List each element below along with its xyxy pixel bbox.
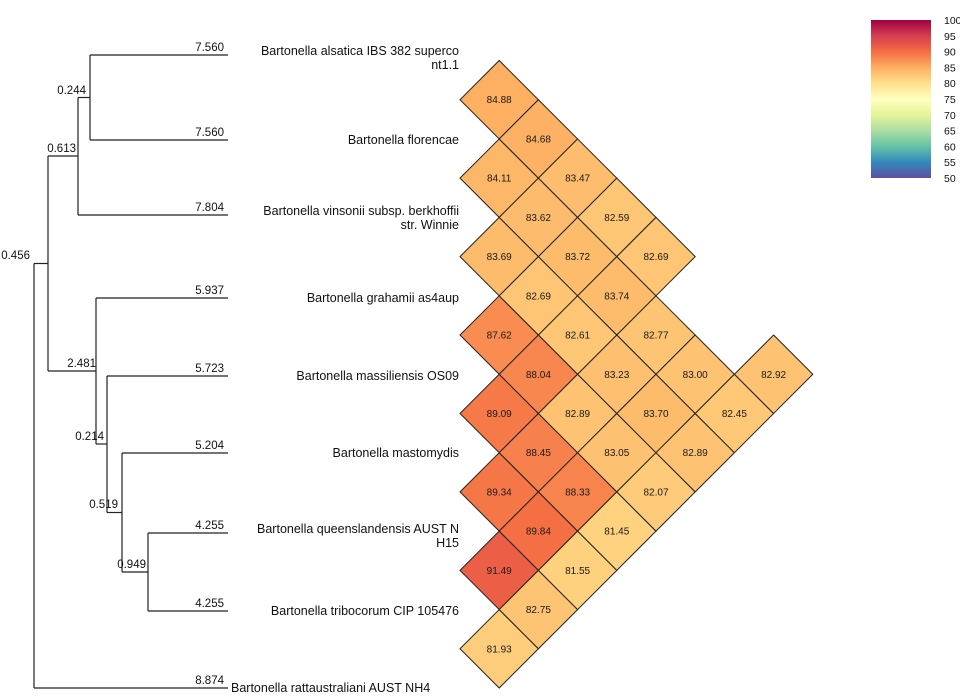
- branch-length-label: 4.255: [195, 520, 224, 532]
- branch-length-label: 5.937: [195, 285, 224, 297]
- heatmap-cell-value: 84.88: [487, 95, 512, 106]
- heatmap-cell-value: 82.61: [565, 331, 590, 342]
- heatmap-cell-value: 81.93: [487, 644, 512, 655]
- internal-branch-length-label: 0.949: [117, 559, 146, 571]
- colorbar-tick-label: 90: [944, 47, 956, 59]
- taxon-label: Bartonella rattaustraliani AUST NH4: [231, 681, 430, 695]
- heatmap-cell-value: 82.69: [643, 252, 668, 263]
- heatmap-cell-value: 91.49: [487, 566, 512, 577]
- branch-length-label: 8.874: [195, 675, 224, 687]
- taxon-label: Bartonella alsatica IBS 382 superco: [261, 44, 459, 58]
- taxon-label: Bartonella mastomydis: [333, 446, 459, 460]
- heatmap-cell-value: 89.84: [526, 527, 551, 538]
- colorbar-tick-label: 75: [944, 94, 956, 106]
- heatmap-cell-value: 84.68: [526, 134, 551, 145]
- heatmap-cell-value: 82.59: [604, 213, 629, 224]
- heatmap-cell-value: 83.23: [604, 370, 629, 381]
- heatmap-cell-value: 82.89: [565, 409, 590, 420]
- branch-length-label: 7.560: [195, 42, 224, 54]
- heatmap-cell-value: 82.45: [722, 409, 747, 420]
- heatmap-cell-value: 89.09: [487, 409, 512, 420]
- color-scale-legend: 100 95 90 85 80 75 70 65 60 55 50: [871, 15, 960, 185]
- heatmap-cell-value: 82.92: [761, 370, 786, 381]
- heatmap-cell: [733, 334, 814, 415]
- internal-branch-length-label: 2.481: [67, 358, 96, 370]
- colorbar-tick-label: 60: [944, 141, 956, 153]
- taxon-label: str. Winnie: [401, 218, 459, 232]
- heatmap-cell-value: 83.05: [604, 448, 629, 459]
- branch-length-label: 5.723: [195, 363, 224, 375]
- colorbar-tick-label: 55: [944, 157, 956, 169]
- taxon-label: Bartonella massiliensis OS09: [296, 369, 459, 383]
- taxon-labels: Bartonella alsatica IBS 382 supercont1.1…: [231, 44, 459, 695]
- internal-branch-length-label: 0.613: [47, 143, 76, 155]
- heatmap-cell-value: 89.34: [487, 487, 512, 498]
- heatmap-cell-value: 83.74: [604, 291, 629, 302]
- colorbar-tick-label: 80: [944, 78, 956, 90]
- heatmap-cell-value: 81.45: [604, 527, 629, 538]
- heatmap-cell-value: 83.72: [565, 252, 590, 263]
- heatmap-cell-value: 88.45: [526, 448, 551, 459]
- internal-branch-length-label: 0.519: [89, 499, 118, 511]
- branch-length-label: 7.560: [195, 127, 224, 139]
- taxon-label: nt1.1: [431, 58, 459, 72]
- heatmap-cell-value: 83.69: [487, 252, 512, 263]
- colorbar-tick-label: 70: [944, 110, 956, 122]
- colorbar-tick-label: 65: [944, 126, 956, 138]
- heatmap-cell-value: 82.69: [526, 291, 551, 302]
- taxon-label: Bartonella queenslandensis AUST N: [257, 522, 459, 536]
- branch-length-label: 4.255: [195, 598, 224, 610]
- taxon-label: Bartonella florencae: [348, 133, 459, 147]
- heatmap-cell-value: 88.33: [565, 487, 590, 498]
- heatmap-cell-value: 84.11: [487, 174, 512, 185]
- heatmap-cell-value: 82.75: [526, 605, 551, 616]
- phylogenetic-tree: 7.560 7.560 7.804 5.937 5.723 5.204 4.255 4.255…: [1, 42, 228, 689]
- internal-branch-length-label: 0.456: [1, 250, 30, 262]
- identity-heatmap: 84.88 84.11 84.68 83.69 83.62 83.47 87.62 82.69…: [459, 59, 814, 689]
- colorbar-tick-label: 100: [944, 15, 960, 27]
- taxon-label: Bartonella vinsonii subsp. berkhoffii: [263, 204, 459, 218]
- heatmap-cell-value: 88.04: [526, 370, 551, 381]
- colorbar-tick-label: 95: [944, 31, 956, 43]
- internal-branch-length-label: 0.214: [75, 431, 104, 443]
- heatmap-cell-value: 83.47: [565, 174, 590, 185]
- internal-branch-length-label: 0.244: [57, 85, 86, 97]
- heatmap-cell-value: 81.55: [565, 566, 590, 577]
- colorbar-gradient: [871, 20, 931, 178]
- heatmap-cell-value: 82.77: [643, 331, 668, 342]
- heatmap-cell-value: 83.00: [683, 370, 708, 381]
- taxon-label: H15: [436, 536, 459, 550]
- heatmap-cell-value: 87.62: [487, 331, 512, 342]
- heatmap-cell-value: 83.62: [526, 213, 551, 224]
- colorbar-tick-label: 85: [944, 62, 956, 74]
- branch-length-label: 5.204: [195, 440, 224, 452]
- taxon-label: Bartonella grahamii as4aup: [307, 291, 459, 305]
- heatmap-cell-value: 82.07: [643, 487, 668, 498]
- taxon-label: Bartonella tribocorum CIP 105476: [271, 604, 459, 618]
- heatmap-cell-value: 83.70: [643, 409, 668, 420]
- branch-length-label: 7.804: [195, 202, 224, 214]
- heatmap-cell-value: 82.89: [683, 448, 708, 459]
- colorbar-tick-label: 50: [944, 173, 956, 185]
